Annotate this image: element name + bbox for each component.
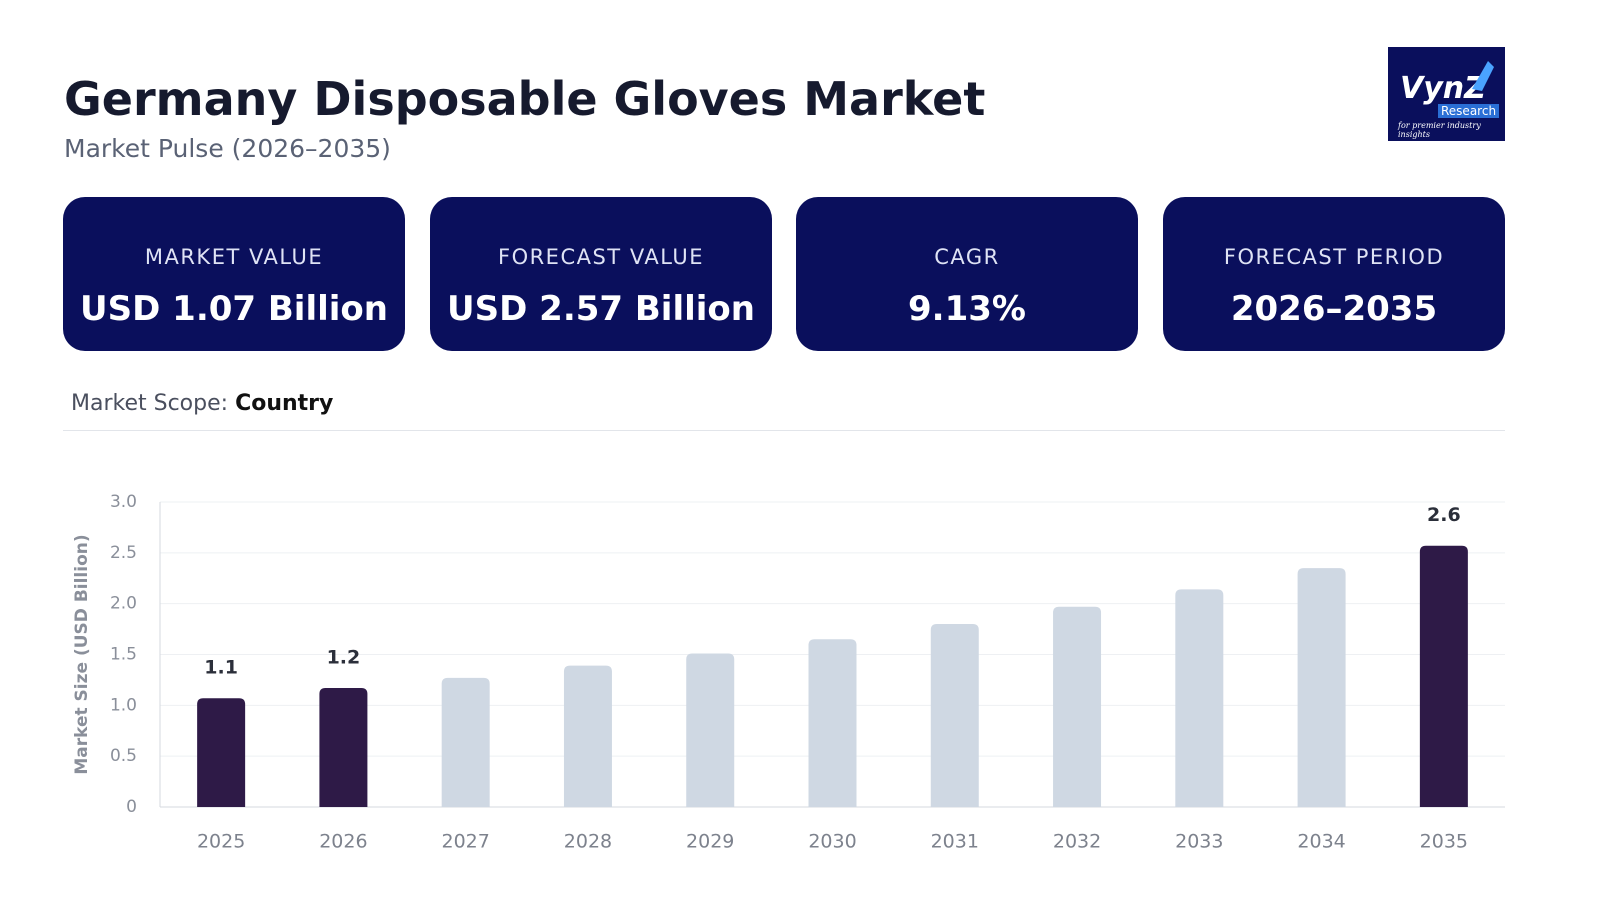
x-tick-label: 2032 (1053, 831, 1101, 853)
x-tick-label: 2026 (319, 831, 367, 853)
bar (1053, 606, 1102, 807)
bar (197, 698, 246, 807)
bar (1297, 568, 1346, 807)
x-tick-label: 2034 (1297, 831, 1345, 853)
bar (1419, 545, 1468, 807)
card: MARKET VALUE USD 1.07 Billion (63, 197, 405, 351)
card-label: CAGR (934, 245, 1000, 269)
value-label: 2.6 (1427, 504, 1461, 526)
bar (441, 677, 490, 807)
y-tick-label: 3.0 (110, 492, 137, 512)
title: Germany Disposable Gloves Market (64, 72, 986, 126)
card-value: USD 2.57 Billion (447, 289, 755, 329)
card-value: 9.13% (908, 289, 1026, 329)
y-tick-label: 0 (126, 797, 137, 817)
logo-name: VynZ (1400, 71, 1486, 106)
y-axis-label: Market Size (USD Billion) (72, 534, 92, 774)
bar (319, 688, 368, 807)
y-tick-label: 0.5 (110, 746, 137, 766)
scope-value: Country (235, 391, 334, 416)
card-label: MARKET VALUE (144, 245, 324, 269)
y-tick-label: 2.5 (110, 543, 137, 563)
x-tick-label: 2025 (197, 831, 245, 853)
y-tick-label: 1.5 (110, 645, 137, 665)
scope: Market Scope: Country (71, 391, 333, 416)
value-label: 1.2 (327, 647, 361, 669)
x-tick-label: 2033 (1175, 831, 1223, 853)
y-tick-label: 2.0 (110, 594, 137, 614)
x-tick-label: 2030 (808, 831, 856, 853)
logo-tagline: for premier industry insights (1398, 121, 1481, 139)
x-tick-label: 2031 (931, 831, 979, 853)
x-tick-label: 2028 (564, 831, 612, 853)
card-label: FORECAST PERIOD (1223, 245, 1445, 269)
logo: VynZ Research for premier industry insig… (1388, 47, 1505, 141)
bar (686, 653, 735, 807)
bar (563, 665, 612, 807)
card: CAGR 9.13% (796, 197, 1138, 351)
divider (63, 430, 1505, 431)
subtitle: Market Pulse (2026–2035) (64, 134, 391, 163)
card: FORECAST VALUE USD 2.57 Billion (430, 197, 772, 351)
card-value: 2026–2035 (1230, 289, 1438, 329)
card-label: FORECAST VALUE (497, 245, 704, 269)
x-tick-label: 2029 (686, 831, 734, 853)
y-tick-label: 1.0 (110, 695, 137, 715)
value-label: 1.1 (204, 657, 238, 679)
logo-arrow (1472, 61, 1494, 91)
scope-label: Market Scope: (71, 391, 229, 416)
x-tick-label: 2035 (1420, 831, 1468, 853)
bar (808, 639, 857, 807)
logo-sub: Research (1438, 104, 1500, 118)
card-value: USD 1.07 Billion (80, 289, 388, 329)
bar (1175, 589, 1224, 807)
bar (930, 624, 979, 807)
x-tick-label: 2027 (442, 831, 490, 853)
card: FORECAST PERIOD 2026–2035 (1163, 197, 1505, 351)
